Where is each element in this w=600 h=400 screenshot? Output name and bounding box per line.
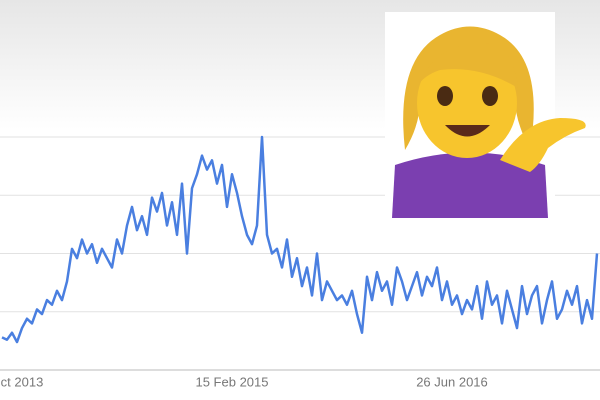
x-tick-label: ct 2013	[1, 374, 44, 389]
emoji-hand	[500, 118, 586, 172]
x-tick-label: 15 Feb 2015	[195, 374, 268, 389]
emoji-mouth	[445, 125, 490, 137]
x-tick-label: 26 Jun 2016	[416, 374, 488, 389]
emoji	[385, 12, 586, 218]
emoji-fringe	[418, 43, 518, 88]
emoji-eye	[482, 86, 498, 106]
emoji-eye	[437, 86, 453, 106]
trend-line	[1, 135, 599, 344]
emoji-shirt	[392, 152, 548, 218]
